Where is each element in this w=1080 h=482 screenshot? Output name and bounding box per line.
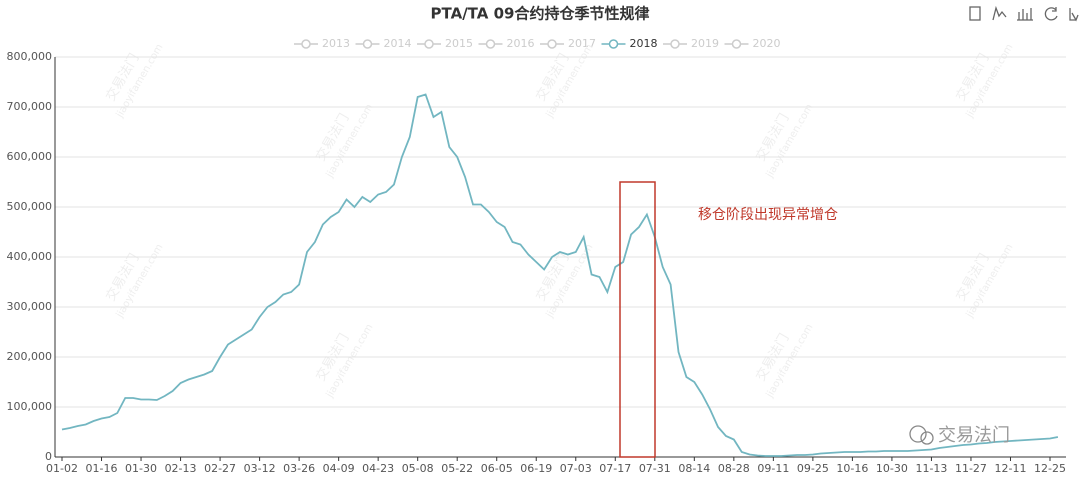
y-tick-label: 600,000 (7, 150, 53, 163)
legend-item[interactable]: 2013 (294, 37, 350, 50)
legend-label: 2016 (507, 37, 535, 50)
line-series (61, 93, 1059, 457)
legend-label: 2019 (691, 37, 719, 50)
legend-swatch (362, 39, 373, 49)
legend-item[interactable]: 2020 (724, 37, 781, 50)
x-tick-label: 03-12 (244, 462, 276, 475)
legend-item[interactable]: 2015 (417, 37, 473, 50)
tool-save[interactable] (1069, 8, 1079, 22)
legend-item[interactable]: 2018 (601, 37, 658, 50)
annotation: 移仓阶段出现异常增仓 (698, 207, 838, 223)
x-tick-label: 01-30 (125, 462, 157, 475)
x-tick-label: 06-19 (520, 462, 552, 475)
legend-label: 2014 (384, 37, 412, 50)
x-tick-label: 05-08 (402, 462, 434, 475)
y-tick-label: 800,000 (7, 50, 53, 63)
x-tick-label: 11-13 (915, 462, 947, 475)
legend-item[interactable]: 2016 (478, 37, 535, 50)
y-tick-label: 700,000 (7, 100, 53, 113)
legend-swatch (547, 39, 557, 49)
x-tick-label: 02-13 (165, 462, 197, 475)
x-tick-label: 03-26 (283, 462, 315, 475)
wechat-icon (920, 431, 934, 445)
x-tick-label: 04-23 (362, 462, 394, 475)
chart-title: PTA/TA 09合约持仓季节性规律 (431, 5, 650, 23)
legend-swatch (485, 39, 496, 49)
x-tick-label: 05-22 (441, 462, 473, 475)
x-tick-label: 02-27 (204, 462, 236, 475)
highlight-box (619, 181, 656, 458)
x-tick-label: 01-16 (86, 462, 118, 475)
x-tick-label: 10-30 (876, 462, 908, 475)
x-tick-label: 12-25 (1034, 462, 1066, 475)
legend-item[interactable]: 2014 (355, 37, 412, 50)
wechat-icon (909, 425, 927, 443)
legend-label: 2020 (753, 37, 781, 50)
x-tick-label: 08-14 (678, 462, 710, 475)
tool-bar[interactable] (1017, 8, 1033, 21)
y-tick-label: 500,000 (7, 200, 53, 213)
x-tick-label: 12-11 (994, 462, 1026, 475)
x-tick-label: 09-25 (797, 462, 829, 475)
legend: 2013 2014 2015 2016 2017 2018 2019 2020 (294, 37, 781, 50)
legend-item[interactable]: 2019 (663, 37, 719, 50)
watermark-logo: 交易法门 (909, 425, 1010, 446)
tool-restore[interactable] (1044, 7, 1058, 21)
legend-swatch (608, 39, 619, 49)
y-tick-label: 300,000 (7, 300, 53, 313)
legend-swatch (301, 39, 311, 49)
legend-label: 2017 (568, 37, 596, 50)
watermark: 交易法门 (938, 425, 1010, 446)
tool-data-view[interactable] (969, 6, 981, 21)
x-tick-label: 08-28 (718, 462, 750, 475)
y-tick-label: 200,000 (7, 350, 53, 363)
x-tick-label: 10-16 (836, 462, 868, 475)
y-tick-label: 100,000 (7, 400, 53, 413)
y-tick-label: 0 (45, 450, 52, 463)
legend-label: 2013 (322, 37, 350, 50)
x-tick-label: 07-31 (639, 462, 671, 475)
x-tick-label: 07-03 (560, 462, 592, 475)
legend-swatch (731, 39, 742, 49)
x-tick-label: 09-11 (757, 462, 789, 475)
legend-swatch (424, 39, 434, 49)
x-tick-label: 04-09 (323, 462, 355, 475)
legend-label: 2018 (630, 37, 658, 50)
x-tick-label: 07-17 (599, 462, 631, 475)
x-tick-label: 01-02 (46, 462, 78, 475)
tool-line[interactable] (992, 5, 1007, 21)
y-tick-label: 400,000 (7, 250, 53, 263)
legend-swatch (670, 39, 680, 49)
legend-label: 2015 (445, 37, 473, 50)
x-tick-label: 11-27 (955, 462, 987, 475)
legend-item[interactable]: 2017 (540, 37, 596, 50)
toolbar[interactable] (969, 5, 1079, 22)
x-tick-label: 06-05 (481, 462, 513, 475)
